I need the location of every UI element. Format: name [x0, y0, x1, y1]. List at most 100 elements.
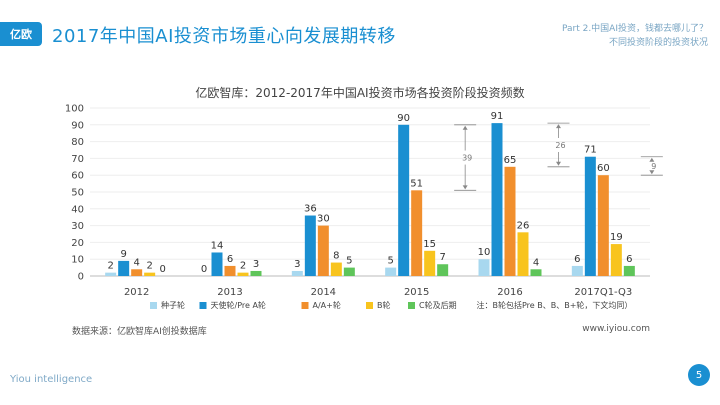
legend-label: B轮 [377, 300, 391, 310]
data-label: 60 [597, 163, 610, 174]
legend-label: 种子轮 [161, 300, 185, 310]
bar [291, 270, 303, 276]
bar [530, 269, 542, 276]
x-tick-label: 2012 [124, 287, 149, 298]
bar [504, 166, 516, 276]
brand-footer: Yiou intelligence [10, 374, 93, 385]
data-label: 2 [240, 261, 246, 272]
x-tick-label: 2013 [217, 287, 242, 298]
legend-label: A/A+轮 [313, 300, 341, 310]
annotation-arrowhead [649, 170, 655, 175]
section-info: Part 2.中国AI投资，钱都去哪儿了？ 不同投资阶段的投资状况 [562, 22, 708, 50]
data-label: 8 [333, 251, 339, 262]
y-tick-label: 60 [71, 171, 84, 182]
data-label: 9 [120, 249, 126, 260]
x-tick-label: 2015 [404, 287, 429, 298]
bar [584, 156, 596, 276]
bar [571, 265, 583, 276]
website-url: www.iyiou.com [582, 324, 650, 334]
bar [343, 267, 355, 276]
data-label: 91 [491, 111, 504, 122]
bar [118, 260, 130, 276]
annotation-arrowhead [556, 124, 561, 129]
legend-label: C轮及后期 [419, 300, 457, 310]
annotation-label: 9 [651, 162, 656, 171]
y-tick-label: 70 [71, 154, 84, 165]
bar [398, 124, 410, 276]
legend-swatch [366, 302, 373, 309]
data-label: 15 [423, 239, 436, 250]
bar [131, 269, 143, 276]
logo: 亿欧 [0, 22, 42, 46]
data-label: 36 [304, 204, 317, 215]
chart-title: 亿欧智库：2012-2017年中国AI投资市场各投资阶段投资频数 [195, 86, 525, 100]
bar [105, 272, 117, 276]
page-title: 2017年中国AI投资市场重心向发展期转移 [52, 26, 396, 47]
data-label: 6 [626, 254, 632, 265]
annotation-arrowhead [649, 157, 655, 162]
data-label: 30 [317, 214, 330, 225]
legend-swatch [408, 302, 415, 309]
y-tick-label: 50 [71, 188, 84, 199]
data-label: 7 [439, 252, 445, 263]
bar [478, 259, 490, 276]
bar [250, 270, 262, 276]
data-label: 10 [478, 247, 491, 258]
y-tick-label: 10 [71, 255, 84, 266]
y-tick-label: 90 [71, 120, 84, 131]
data-label: 71 [584, 145, 597, 156]
annotation-label: 26 [555, 141, 565, 150]
annotation-label: 39 [462, 154, 472, 163]
data-label: 90 [397, 113, 410, 124]
y-tick-label: 100 [65, 104, 84, 115]
bar [330, 262, 342, 276]
bar [597, 175, 609, 276]
y-tick-label: 80 [71, 137, 84, 148]
data-label: 19 [610, 232, 623, 243]
chart-note: 注：B轮包括Pre B、B、B+轮，下文均同） [477, 300, 633, 310]
data-label: 0 [159, 264, 165, 275]
bar [491, 123, 503, 277]
data-label: 2 [146, 261, 152, 272]
x-tick-label: 2014 [311, 287, 336, 298]
data-label: 0 [201, 264, 207, 275]
legend-swatch [199, 302, 207, 309]
bar [623, 265, 635, 276]
bar [317, 225, 329, 276]
bar [411, 190, 423, 276]
data-source: 数据来源：亿欧智库AI创投数据库 [72, 327, 207, 337]
data-label: 3 [294, 259, 300, 270]
annotation-arrowhead [462, 185, 468, 190]
legend-swatch [301, 302, 309, 309]
bar [517, 232, 529, 276]
data-label: 2 [107, 261, 113, 272]
bar [437, 264, 449, 276]
bar [385, 267, 397, 276]
x-tick-label: 2017Q1-Q3 [574, 287, 632, 298]
bar [424, 250, 436, 276]
legend-swatch [150, 302, 157, 309]
x-tick-label: 2016 [497, 287, 522, 298]
y-tick-label: 20 [71, 238, 84, 249]
data-label: 3 [253, 259, 259, 270]
bar [304, 215, 316, 276]
bar [610, 244, 622, 276]
data-label: 65 [504, 155, 517, 166]
bar [224, 265, 236, 276]
data-label: 4 [533, 257, 539, 268]
data-label: 51 [410, 178, 423, 189]
bar [211, 252, 223, 276]
data-label: 26 [517, 220, 530, 231]
page-number: 5 [688, 364, 710, 386]
data-label: 5 [346, 256, 352, 267]
annotation-arrowhead [556, 161, 561, 166]
data-label: 5 [387, 256, 393, 267]
y-tick-label: 40 [71, 204, 84, 215]
y-tick-label: 0 [78, 272, 84, 283]
bar [237, 272, 249, 276]
bar [144, 272, 156, 276]
data-label: 14 [211, 240, 224, 251]
section-part-line: Part 2.中国AI投资，钱都去哪儿了？ [561, 24, 708, 34]
data-label: 6 [227, 254, 233, 265]
